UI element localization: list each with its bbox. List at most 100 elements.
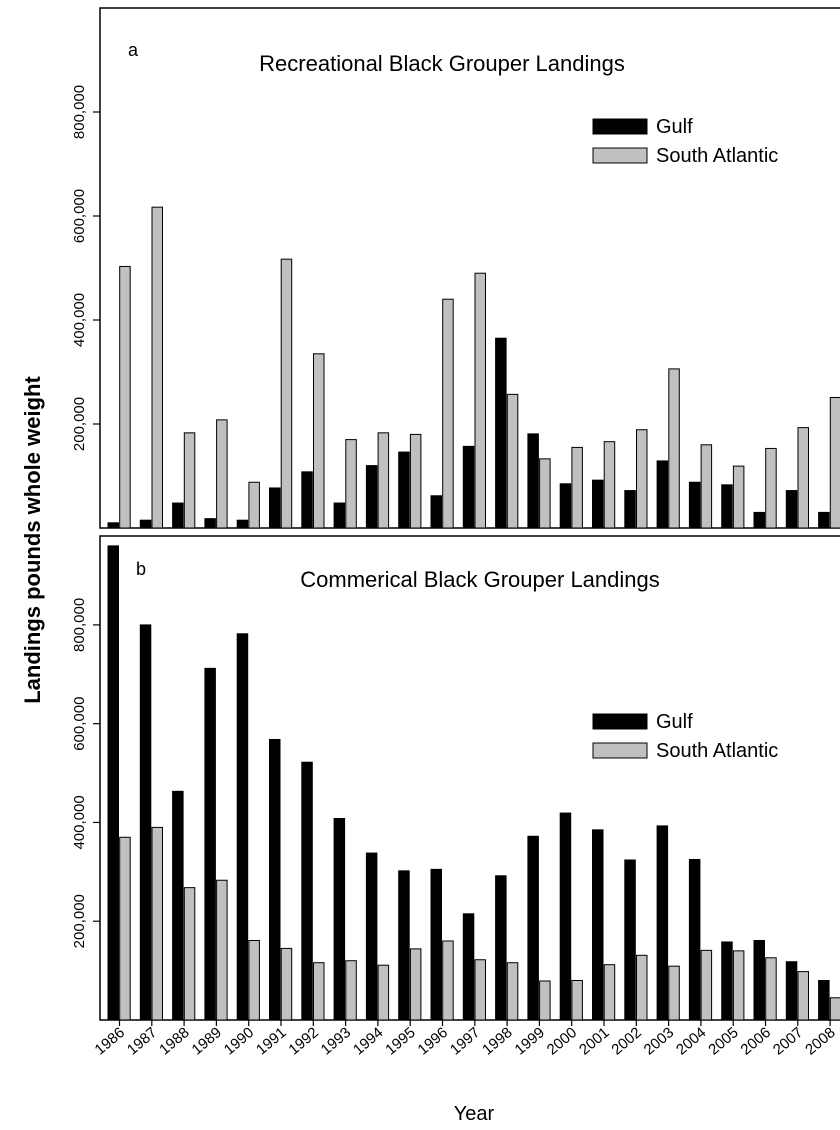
bar-gulf-1998: [495, 875, 507, 1021]
bar-south-atlantic-1987: [151, 206, 163, 529]
bar-south-atlantic-1996: [442, 298, 454, 529]
bar-gulf-1992: [301, 471, 313, 529]
x-tick-label-1995: 1995: [382, 1024, 418, 1058]
bar-gulf-2001: [592, 479, 604, 529]
bar-south-atlantic-2003: [668, 368, 680, 529]
panel-b-legend-label-south-atlantic: South Atlantic: [656, 740, 778, 762]
bar-gulf-2005: [721, 941, 733, 1021]
bar-gulf-2001: [592, 829, 604, 1021]
bar-gulf-2004: [688, 858, 701, 1021]
bar-gulf-1993: [333, 502, 346, 529]
bar-gulf-1993: [333, 817, 346, 1021]
panel-a-legend-label-south-atlantic: South Atlantic: [656, 145, 778, 167]
x-tick-label-2004: 2004: [673, 1024, 709, 1058]
bar-gulf-2006: [753, 511, 765, 529]
bar-gulf-2007: [785, 961, 798, 1021]
bar-gulf-2003: [656, 460, 669, 529]
x-axis-label: Year: [454, 1103, 495, 1125]
bar-south-atlantic-2006: [765, 447, 777, 529]
y-tick-label: 200,000: [71, 397, 88, 451]
bar-gulf-2008: [818, 511, 830, 529]
bar-south-atlantic-2002: [636, 954, 648, 1021]
bar-south-atlantic-1995: [409, 433, 422, 529]
panel-b-legend-label-gulf: Gulf: [656, 711, 693, 733]
x-tick-label-1999: 1999: [511, 1024, 547, 1058]
bar-south-atlantic-1998: [506, 393, 519, 529]
x-tick-label-1994: 1994: [350, 1024, 386, 1058]
bar-gulf-1999: [527, 835, 539, 1021]
x-tick-label-2000: 2000: [544, 1024, 580, 1058]
bar-south-atlantic-1992: [313, 353, 325, 529]
bar-gulf-2000: [559, 483, 572, 529]
x-tick-label-1987: 1987: [124, 1024, 160, 1058]
bar-south-atlantic-2004: [700, 444, 713, 529]
bar-gulf-1992: [301, 761, 313, 1021]
x-tick-label-1986: 1986: [92, 1024, 128, 1058]
x-tick-label-1991: 1991: [253, 1024, 289, 1058]
panel-b-title: Commerical Black Grouper Landings: [300, 567, 660, 592]
y-tick-label: 400,000: [71, 293, 88, 347]
panel-b-y-ticks: 200,000 400,000 600,000 800,000: [71, 598, 100, 948]
bar-gulf-2002: [624, 859, 636, 1021]
x-tick-label-1990: 1990: [221, 1024, 257, 1058]
y-tick-label: 800,000: [71, 85, 88, 139]
bar-south-atlantic-2000: [571, 979, 583, 1021]
x-tick-label-2005: 2005: [705, 1024, 741, 1058]
bar-gulf-2006: [753, 939, 765, 1021]
bar-gulf-1989: [204, 667, 216, 1021]
panel-a-legend-label-gulf: Gulf: [656, 116, 693, 138]
bar-gulf-2004: [688, 481, 701, 529]
bar-gulf-1991: [269, 487, 281, 529]
bar-south-atlantic-1989: [216, 419, 228, 529]
y-tick-label: 200,000: [71, 894, 88, 948]
bar-south-atlantic-2005: [732, 465, 745, 529]
bar-gulf-1987: [139, 624, 152, 1021]
y-tick-label: 400,000: [71, 795, 88, 849]
panel-a-legend-swatch-south-atlantic: [592, 147, 648, 164]
x-tick-label-1996: 1996: [415, 1024, 451, 1058]
x-tick-label-1988: 1988: [156, 1024, 192, 1058]
bar-gulf-1994: [365, 852, 378, 1021]
bar-south-atlantic-2006: [765, 957, 777, 1021]
bar-gulf-1989: [204, 518, 216, 529]
bar-south-atlantic-1992: [313, 962, 325, 1021]
bar-gulf-1999: [527, 433, 539, 529]
y-tick-label: 600,000: [71, 697, 88, 751]
bar-south-atlantic-2008: [829, 396, 840, 529]
bar-south-atlantic-1997: [474, 272, 486, 529]
bar-south-atlantic-1986: [119, 265, 131, 529]
x-tick-label-1998: 1998: [479, 1024, 515, 1058]
bar-gulf-2003: [656, 825, 669, 1021]
x-tick-label-1993: 1993: [318, 1024, 354, 1058]
bar-south-atlantic-2008: [829, 997, 840, 1021]
bar-gulf-1997: [462, 445, 475, 529]
bar-south-atlantic-1994: [377, 964, 390, 1021]
x-tick-label-2007: 2007: [770, 1024, 806, 1058]
bar-gulf-1996: [430, 495, 442, 529]
bar-gulf-2008: [818, 979, 830, 1021]
bar-south-atlantic-2002: [636, 429, 648, 529]
x-tick-label-1992: 1992: [285, 1024, 321, 1058]
bar-south-atlantic-2007: [797, 971, 809, 1021]
y-tick-label: 600,000: [71, 189, 88, 243]
bar-south-atlantic-1989: [216, 879, 228, 1021]
bar-south-atlantic-1987: [151, 826, 163, 1021]
bar-gulf-2005: [721, 484, 733, 529]
x-tick-label-1989: 1989: [188, 1024, 224, 1058]
panel-a-bars: [107, 206, 840, 529]
bar-gulf-1995: [398, 870, 410, 1021]
bar-gulf-1986: [107, 545, 119, 1021]
panel-a-title: Recreational Black Grouper Landings: [259, 51, 625, 76]
bar-gulf-1990: [236, 519, 249, 529]
bar-south-atlantic-1990: [248, 481, 260, 529]
panel-a-letter: a: [128, 40, 139, 60]
bar-south-atlantic-1995: [409, 948, 422, 1021]
bar-gulf-1986: [107, 522, 119, 529]
bar-gulf-2000: [559, 812, 572, 1021]
bar-south-atlantic-1990: [248, 939, 260, 1021]
bar-south-atlantic-1993: [345, 439, 357, 529]
x-tick-label-1997: 1997: [447, 1024, 483, 1058]
bar-gulf-2002: [624, 490, 636, 529]
x-tick-label-2006: 2006: [738, 1024, 774, 1058]
bar-gulf-1988: [172, 790, 184, 1021]
